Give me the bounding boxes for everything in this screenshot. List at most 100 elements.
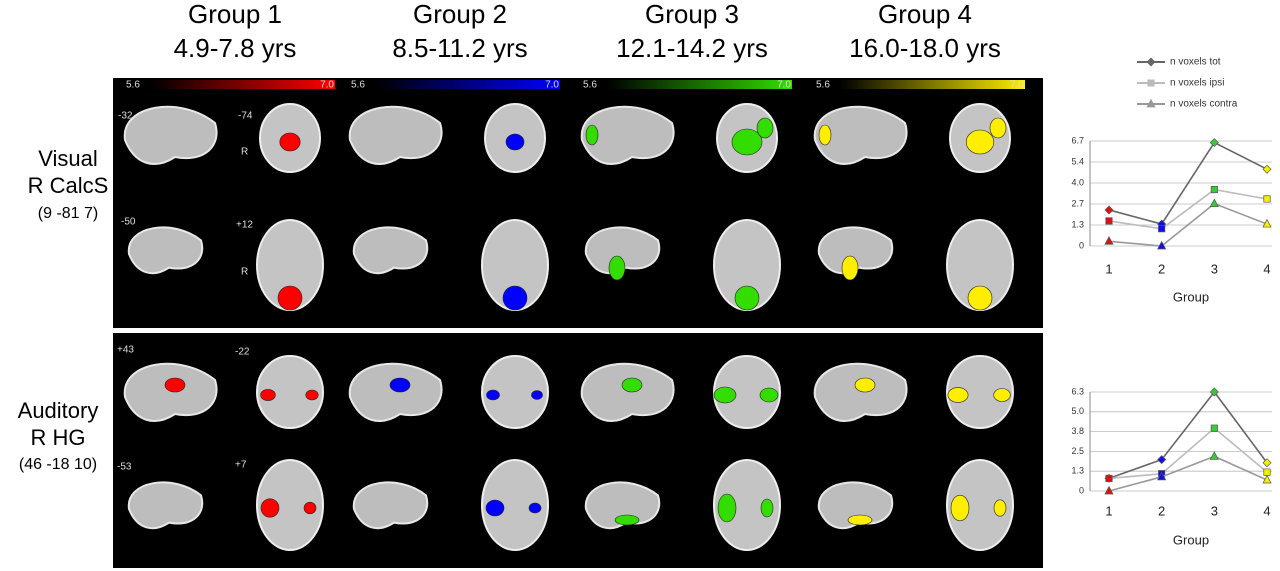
series-line (1108, 427, 1268, 480)
row-label: (46 -18 10) (19, 456, 97, 473)
group-age: 12.1-14.2 yrs (616, 33, 768, 63)
brain-sagittal (817, 481, 894, 530)
brain-sagittal (352, 226, 429, 275)
activation (734, 285, 760, 311)
legend-label: n voxels ipsi (1170, 78, 1224, 89)
row-label: R HG (31, 425, 86, 450)
y-tick-label: 0 (1079, 485, 1084, 495)
series-line (1108, 390, 1268, 480)
brain-axial (946, 459, 1014, 551)
activation (389, 377, 411, 393)
brain-axial (481, 459, 549, 551)
group-age: 4.9-7.8 yrs (174, 33, 297, 63)
x-tick-label: 2 (1158, 503, 1165, 518)
activation (760, 498, 774, 518)
point (1263, 195, 1271, 203)
colorbar-max: 7.0 (545, 80, 559, 91)
y-tick-label: 5.4 (1071, 156, 1084, 166)
activation (947, 387, 969, 403)
legend-label: n voxels tot (1170, 57, 1221, 68)
brain-sagittal (348, 105, 443, 165)
legend-marker (1146, 98, 1156, 108)
colorbar (607, 80, 792, 89)
series-line (1108, 188, 1268, 230)
brain-axial (256, 459, 324, 551)
activation (967, 285, 993, 311)
point (1209, 387, 1219, 397)
point (1262, 218, 1272, 228)
colorbar-max: 7.0 (320, 80, 334, 91)
brain-sagittal (584, 481, 661, 530)
activation (847, 514, 873, 526)
y-tick-label: 1.3 (1071, 466, 1084, 476)
slice-label: R (241, 267, 248, 278)
brain-sagittal (352, 481, 429, 530)
point (1158, 225, 1166, 233)
activation (277, 285, 303, 311)
x-tick-label: 1 (1105, 503, 1112, 518)
slice-label: +7 (235, 460, 247, 471)
activation (608, 255, 626, 281)
brain-sagittal (813, 362, 908, 422)
brain-sagittal (817, 226, 894, 275)
activation (614, 514, 640, 526)
point (1104, 485, 1114, 495)
point (1262, 164, 1272, 174)
y-tick-label: 3.8 (1071, 426, 1084, 436)
colorbar-min: 5.6 (351, 80, 365, 91)
activation (759, 387, 779, 403)
row-label: Visual (38, 146, 98, 171)
y-tick-label: 4.0 (1071, 177, 1084, 187)
group-title: Group 3 (645, 0, 739, 29)
group-title: Group 2 (413, 0, 507, 29)
group-title: Group 1 (188, 0, 282, 29)
point (1104, 205, 1114, 215)
slice-label: R (241, 147, 248, 158)
y-tick-label: 2.5 (1071, 446, 1084, 456)
point (1157, 471, 1167, 481)
colorbar (840, 80, 1025, 89)
activation (502, 285, 528, 311)
slice-label: -74 (238, 111, 253, 122)
x-axis-label: Group (1173, 532, 1209, 547)
activation (505, 133, 525, 151)
brain-sagittal (123, 105, 218, 165)
brain-axial (713, 355, 781, 429)
y-tick-label: 0 (1079, 240, 1084, 250)
point (1263, 468, 1271, 476)
slice-label: +43 (117, 345, 134, 356)
x-tick-label: 3 (1211, 261, 1218, 276)
y-tick-label: 1.3 (1071, 219, 1084, 229)
row-label: Auditory (18, 398, 99, 423)
activation (305, 389, 319, 401)
brain-sagittal (127, 481, 204, 530)
activation (713, 386, 737, 404)
x-tick-label: 2 (1158, 261, 1165, 276)
slice-label: -53 (117, 462, 132, 473)
brain-sagittal (127, 226, 204, 275)
group-age: 8.5-11.2 yrs (392, 33, 527, 63)
brain-axial (946, 355, 1014, 429)
point (1210, 424, 1218, 432)
activation (993, 388, 1011, 402)
row-label: R CalcS (28, 173, 109, 198)
brain-sagittal (813, 105, 908, 165)
colorbar-max: 7.0 (777, 80, 791, 91)
colorbar-max: 7.0 (1010, 80, 1024, 91)
brain-sagittal (348, 362, 443, 422)
y-tick-label: 6.7 (1071, 135, 1084, 145)
brain-axial (481, 355, 549, 429)
activation (989, 117, 1007, 139)
point (1210, 186, 1218, 194)
activation (528, 502, 542, 514)
point (1262, 458, 1272, 468)
row-label: (9 -81 7) (38, 205, 98, 222)
point (1262, 474, 1272, 484)
series-line (1108, 141, 1268, 225)
point (1157, 455, 1167, 465)
colorbar-min: 5.6 (126, 80, 140, 91)
activation (854, 377, 876, 393)
brain-sagittal (123, 362, 218, 422)
series-line (1108, 455, 1268, 492)
